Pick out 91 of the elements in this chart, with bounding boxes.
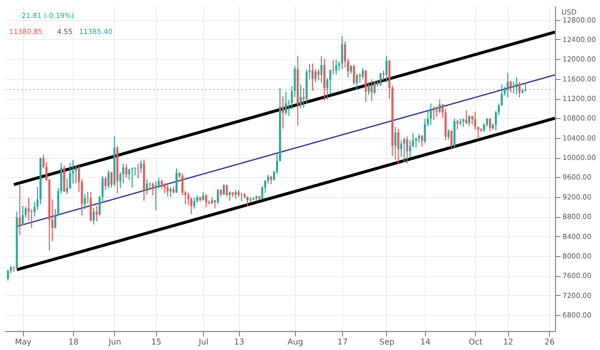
candlestick bbox=[436, 106, 438, 118]
candlestick bbox=[92, 207, 95, 225]
candlestick bbox=[362, 68, 364, 80]
candlestick bbox=[152, 182, 154, 196]
candlestick bbox=[332, 60, 334, 76]
candlestick bbox=[176, 168, 178, 194]
candlestick bbox=[84, 193, 86, 210]
candlestick bbox=[63, 164, 66, 192]
candlestick bbox=[323, 58, 326, 102]
candlestick bbox=[284, 91, 287, 116]
candlestick bbox=[335, 59, 338, 75]
candlestick bbox=[358, 72, 361, 84]
candlestick bbox=[320, 56, 322, 84]
candlestick bbox=[140, 160, 142, 174]
candlestick bbox=[518, 81, 521, 98]
candlestick bbox=[228, 191, 231, 202]
candlestick bbox=[190, 196, 192, 215]
candlestick bbox=[137, 162, 140, 179]
x-tick-label: 15 bbox=[151, 338, 162, 346]
x-tick-label: 12 bbox=[503, 338, 514, 346]
candlestick bbox=[216, 188, 219, 204]
x-tick-label: May bbox=[14, 338, 32, 346]
candlestick bbox=[302, 88, 305, 108]
candlestick bbox=[90, 191, 92, 222]
candlestick bbox=[300, 84, 302, 109]
candlestick bbox=[450, 129, 453, 150]
candlestick bbox=[516, 76, 518, 96]
candlestick bbox=[193, 197, 196, 210]
x-tick-label: 14 bbox=[420, 338, 430, 346]
candlestick bbox=[380, 72, 382, 86]
candlestick bbox=[122, 162, 124, 184]
candlestick bbox=[394, 126, 396, 160]
candlestick bbox=[356, 74, 358, 90]
candlestick bbox=[364, 69, 367, 102]
candlestick bbox=[96, 206, 98, 222]
candlestick bbox=[226, 184, 228, 197]
candlestick bbox=[314, 68, 316, 83]
x-tick-label: 13 bbox=[234, 338, 244, 346]
candlestick bbox=[246, 196, 248, 207]
x-tick-label: 17 bbox=[338, 338, 348, 346]
candlestick bbox=[69, 162, 72, 190]
candlestick bbox=[382, 70, 384, 81]
candlestick bbox=[107, 170, 110, 189]
candlestick bbox=[465, 110, 468, 125]
candlestick bbox=[415, 137, 418, 148]
candlestick bbox=[456, 119, 458, 130]
candlestick bbox=[131, 166, 134, 188]
candlestick bbox=[166, 184, 169, 197]
candlestick bbox=[18, 184, 21, 236]
candlestick bbox=[368, 81, 370, 96]
candlestick bbox=[154, 180, 157, 211]
x-tick-label: Sep bbox=[379, 338, 394, 346]
candlestick bbox=[6, 269, 9, 282]
candlestick bbox=[282, 96, 284, 130]
candlestick bbox=[397, 128, 400, 164]
candlestick bbox=[506, 72, 509, 98]
candlestick bbox=[403, 137, 406, 163]
candlestick bbox=[110, 171, 112, 188]
candlestick bbox=[420, 134, 423, 148]
candlestick bbox=[148, 182, 151, 190]
candlestick bbox=[312, 63, 314, 92]
candlestick bbox=[352, 64, 355, 86]
candlestick bbox=[468, 114, 470, 127]
candlestick bbox=[438, 98, 441, 114]
candlestick bbox=[432, 106, 435, 121]
x-tick-label: Jun bbox=[108, 338, 122, 346]
candlestick bbox=[406, 136, 408, 164]
candlestick bbox=[164, 182, 166, 194]
candlestick bbox=[104, 176, 107, 191]
x-tick-label: Oct bbox=[468, 338, 483, 346]
candlestick bbox=[317, 68, 320, 81]
candlestick bbox=[125, 164, 128, 178]
x-tick-label: Jul bbox=[198, 338, 208, 346]
candlestick bbox=[385, 55, 388, 83]
candlestick bbox=[222, 184, 225, 196]
candlestick bbox=[510, 80, 512, 94]
x-tick-label: Aug bbox=[287, 338, 304, 346]
candlestick bbox=[22, 205, 24, 226]
candlestick bbox=[341, 36, 344, 70]
candlestick bbox=[430, 102, 432, 126]
candlestick bbox=[370, 78, 373, 102]
x-tick-label: 26 bbox=[544, 338, 555, 346]
candlestick bbox=[205, 193, 208, 208]
candlestick bbox=[512, 80, 515, 94]
x-tick-label: 18 bbox=[68, 338, 79, 346]
candlestick bbox=[146, 178, 148, 195]
candlestick bbox=[240, 192, 243, 202]
candlestick bbox=[448, 129, 450, 140]
candlestick bbox=[374, 80, 376, 95]
candlestick bbox=[488, 118, 491, 132]
candlestick bbox=[170, 186, 172, 198]
